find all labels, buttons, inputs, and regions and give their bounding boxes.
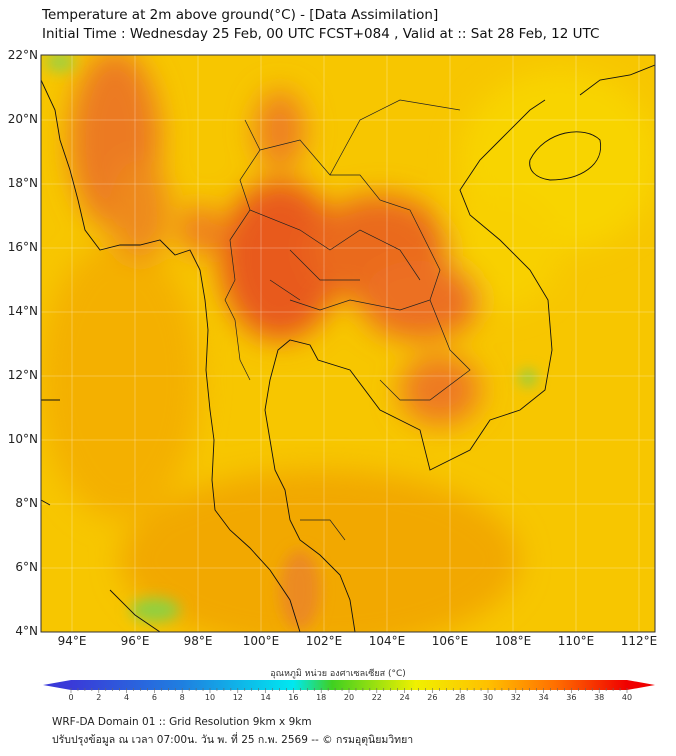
- lat-label: 14°N: [7, 304, 38, 318]
- colorbar-tick-label: 16: [288, 693, 299, 702]
- colorbar-tick-label: 2: [96, 693, 102, 702]
- colorbar-tick-label: 34: [538, 693, 549, 702]
- colorbar-tick-label: 20: [343, 693, 355, 702]
- colorbar-tick-label: 30: [482, 693, 494, 702]
- lon-label: 102°E: [305, 634, 343, 648]
- colorbar-tick-label: 4: [124, 693, 130, 702]
- colorbar-tick-label: 8: [179, 693, 185, 702]
- map-subtitle: Initial Time : Wednesday 25 Feb, 00 UTC …: [42, 26, 600, 42]
- lat-label: 12°N: [7, 368, 38, 382]
- lat-label: 8°N: [15, 496, 38, 510]
- lat-label: 20°N: [7, 112, 38, 126]
- lat-label: 4°N: [15, 624, 38, 638]
- lat-label: 18°N: [7, 176, 38, 190]
- lon-label: 104°E: [368, 634, 406, 648]
- temperature-field: [41, 55, 655, 632]
- gridlines: [41, 55, 655, 632]
- footer-model-info: WRF-DA Domain 01 :: Grid Resolution 9km …: [52, 716, 312, 728]
- colorbar-tick-label: 36: [566, 693, 577, 702]
- lon-label: 94°E: [57, 634, 87, 648]
- colorbar-tick-label: 18: [316, 693, 327, 702]
- colorbar-tick-label: 0: [68, 693, 74, 702]
- colorbar-tick-label: 6: [151, 693, 157, 702]
- map-title: Temperature at 2m above ground(°C) - [Da…: [42, 7, 439, 23]
- colorbar-gradient: [71, 680, 627, 690]
- lat-label: 16°N: [7, 240, 38, 254]
- lon-label: 106°E: [431, 634, 469, 648]
- colorbar-title: อุณหภูมิ หน่วย องศาเซลเซียส (°C): [270, 669, 406, 679]
- lat-label: 6°N: [15, 560, 38, 574]
- colorbar-tick-label: 26: [427, 693, 438, 702]
- colorbar-max-extend: [627, 680, 655, 690]
- colorbar-tick-label: 24: [399, 693, 410, 702]
- lat-label: 10°N: [7, 432, 38, 446]
- colorbar-min-extend: [43, 680, 71, 690]
- colorbar-tick-label: 28: [455, 693, 466, 702]
- colorbar-tick-label: 12: [232, 693, 243, 702]
- lon-label: 112°E: [620, 634, 658, 648]
- lon-label: 96°E: [120, 634, 150, 648]
- lon-label: 98°E: [183, 634, 213, 648]
- coastlines: [41, 64, 655, 632]
- colorbar: [43, 680, 655, 693]
- lon-label: 110°E: [557, 634, 595, 648]
- colorbar-tick-label: 40: [621, 693, 633, 702]
- colorbar-tick-label: 10: [204, 693, 216, 702]
- borders: [224, 99, 471, 541]
- colorbar-tick-label: 38: [594, 693, 605, 702]
- lat-label: 22°N: [7, 48, 38, 62]
- colorbar-tick-label: 22: [371, 693, 382, 702]
- lon-label: 100°E: [242, 634, 280, 648]
- colorbar-tick-label: 32: [510, 693, 521, 702]
- colorbar-tick-label: 14: [260, 693, 271, 702]
- footer-update-info: ปรับปรุงข้อมูล ณ เวลา 07:00น. วัน พ. ที่…: [52, 734, 414, 746]
- lon-label: 108°E: [494, 634, 532, 648]
- map-frame: [40, 54, 656, 633]
